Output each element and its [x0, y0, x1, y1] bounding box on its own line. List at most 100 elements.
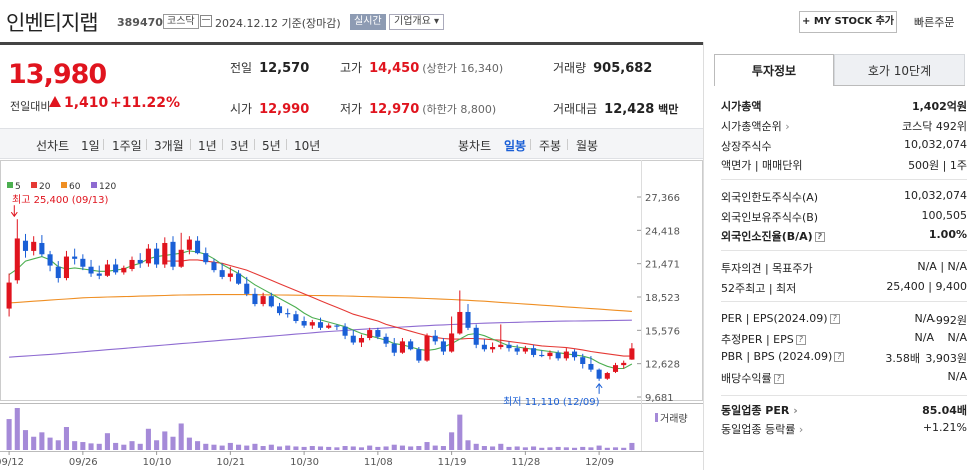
quote-date: 2024.12.12 기준(장마감) [215, 17, 341, 30]
volume-bar [481, 446, 487, 450]
period-5y[interactable]: 5년 [262, 139, 281, 153]
company-overview-dropdown[interactable]: 기업개요 ▾ [389, 14, 444, 30]
candle-body [63, 256, 70, 279]
candle-body [244, 283, 250, 294]
x-tick-label: 09/12 [0, 457, 24, 468]
candle-body [588, 363, 594, 370]
volume-bar [154, 440, 160, 450]
volume-bar [211, 444, 217, 450]
row-sector-change[interactable]: 동일업종 등락률 › +1.21% [721, 421, 967, 436]
row-foreign-ratio: 외국인소진율(B/A)? 1.00% [721, 228, 967, 243]
candle-body [375, 330, 381, 337]
candle-body [350, 335, 356, 343]
candle-body [6, 282, 12, 309]
candle-body [473, 327, 479, 345]
volume-bar [432, 445, 438, 450]
candle-monthly[interactable]: 월봉 [576, 139, 599, 153]
candle-body [391, 343, 397, 353]
legend-label-ma60: 60 [69, 182, 81, 192]
candle-body [55, 266, 61, 279]
stock-code: 389470 [117, 16, 163, 29]
high-price: 고가 14,450 (상한가 16,340) [340, 61, 504, 76]
max-arrow-head [10, 211, 18, 218]
info-tabs: 투자정보 호가 10단계 [714, 54, 965, 86]
candle-body [547, 352, 553, 357]
period-3m[interactable]: 3개월 [154, 139, 184, 153]
period-3y[interactable]: 3년 [230, 139, 249, 153]
row-market-cap-rank[interactable]: 시가총액순위 › 코스닥 492위 [721, 120, 967, 133]
volume: 거래량 905,682 [553, 61, 653, 76]
candle-weekly[interactable]: 주봉 [539, 139, 562, 153]
y-tick-label: 15,576 [645, 326, 680, 337]
trade-amount: 거래대금 12,428 백만 [553, 102, 679, 117]
volume-bar [63, 427, 70, 450]
volume-bar [309, 446, 315, 450]
help-icon: ? [829, 314, 840, 324]
candle-body [612, 365, 619, 372]
volume-bar [498, 443, 504, 450]
tab-orderbook[interactable]: 호가 10단계 [834, 54, 965, 86]
volume-bar [326, 446, 332, 450]
period-1w[interactable]: 1주일 [112, 139, 142, 153]
candle-body [367, 330, 373, 338]
candle-body [219, 270, 225, 277]
candle-body [39, 242, 45, 255]
realtime-button[interactable]: 실시간 [350, 14, 386, 30]
tab-investment-info[interactable]: 투자정보 [714, 54, 834, 86]
candle-body [129, 259, 135, 269]
quick-order-button[interactable]: 빠른주문 [914, 16, 955, 29]
candle-body [506, 344, 512, 349]
change-label: 전일대비 [10, 100, 51, 113]
volume-bar [72, 441, 78, 450]
legend-swatch-ma60 [61, 182, 67, 188]
x-tick-label: 12/09 [585, 457, 614, 468]
volume-bar [449, 432, 455, 450]
volume-bar [195, 441, 201, 450]
candle-body [481, 344, 487, 350]
stock-name: 인벤티지랩 [6, 11, 99, 35]
candlestick-chart[interactable]: 5 20 60 120 27,366 24,418 21,471 18,523 15,576 12… [0, 160, 703, 470]
legend-label-ma5: 5 [15, 182, 21, 192]
volume-bar [383, 446, 389, 450]
volume-bar [244, 445, 250, 450]
candle-body [326, 325, 332, 328]
candle-body [449, 333, 455, 352]
help-icon: ? [834, 352, 845, 362]
volume-bar [268, 444, 274, 450]
volume-bar [203, 443, 209, 450]
candle-body [195, 240, 201, 254]
volume-bar [104, 433, 110, 450]
volume-bar [375, 446, 381, 450]
candle-body [170, 241, 176, 267]
period-10y[interactable]: 10년 [294, 139, 321, 153]
period-1d[interactable]: 1일 [81, 139, 100, 153]
up-arrow-icon [49, 96, 61, 107]
volume-bar [514, 446, 520, 450]
candle-body [490, 347, 496, 350]
volume-bar [612, 447, 619, 450]
volume-bar [440, 446, 446, 450]
add-mystock-button[interactable]: + MY STOCK 추가 [799, 11, 897, 33]
row-sector-per[interactable]: 동일업종 PER › 85.04배 [721, 404, 967, 417]
volume-bar [588, 447, 594, 450]
candle-body [358, 337, 365, 343]
period-1y[interactable]: 1년 [198, 139, 217, 153]
candle-body [465, 311, 471, 328]
candle-body [260, 296, 266, 305]
price-change-pct: +11.22% [110, 95, 181, 111]
candle-daily[interactable]: 일봉 [504, 139, 527, 153]
volume-bar [121, 444, 127, 450]
stock-header: 인벤티지랩 389470 코스닥 2024.12.12 기준(장마감) 실시간 … [0, 0, 973, 42]
market-badge: 코스닥 [163, 14, 199, 29]
volume-bar [334, 447, 340, 450]
open-price: 시가 12,990 [230, 102, 310, 117]
volume-bar [137, 443, 143, 450]
volume-bar [178, 423, 184, 450]
price-plot-frame [0, 160, 703, 401]
stock-chart[interactable]: 5 20 60 120 27,366 24,418 21,471 18,523 15,576 12… [0, 160, 703, 470]
volume-bar [96, 443, 102, 450]
candle-body [621, 362, 627, 366]
candle-body [96, 273, 102, 276]
candle-body [334, 325, 340, 327]
volume-bar [6, 419, 12, 450]
